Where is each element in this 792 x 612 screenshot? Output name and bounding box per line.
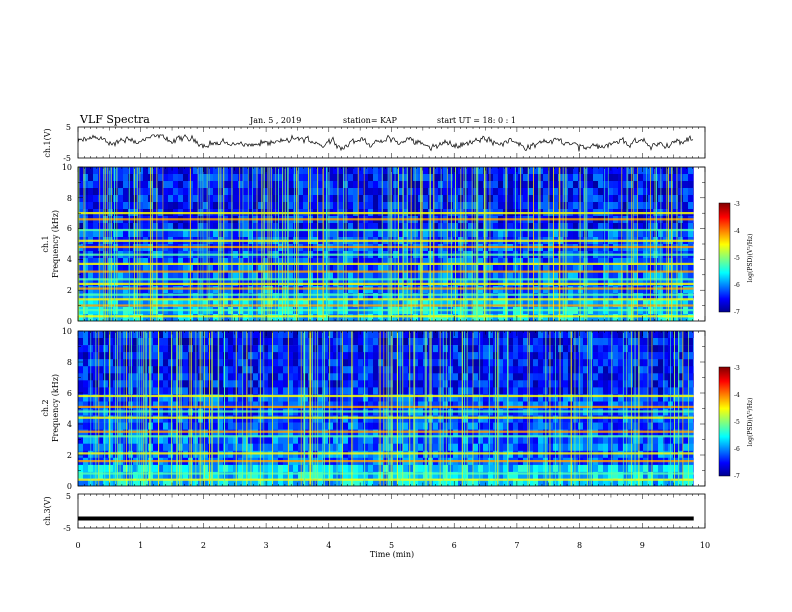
ch2-spectrogram-panel: 0 2 4 6 8 10 ch.2 Frequency (kHz) xyxy=(41,327,706,491)
ch2-freq-tick-0: 0 xyxy=(67,482,72,491)
time-axis-label: Time (min) xyxy=(370,550,414,559)
ch1-freq-tick-8: 8 xyxy=(67,194,72,203)
time-tick-label: 4 xyxy=(326,541,331,550)
time-tick-label: 10 xyxy=(700,541,710,550)
ch2-colorbar-label: log(PSD)(V²/Hz) xyxy=(747,398,754,447)
ch1-colorbar-tick-m7: -7 xyxy=(734,309,740,316)
ch2-colorbar-tick-m5: -5 xyxy=(734,419,740,426)
ch3-waveform-ylabel: ch.3(V) xyxy=(43,496,52,525)
ch1-freq-tick-10: 10 xyxy=(62,163,72,172)
time-tick-label: 9 xyxy=(640,541,645,550)
ch2-spectrogram-ylabel-channel: ch.2 xyxy=(41,399,50,416)
ch1-colorbar-tick-m5: -5 xyxy=(734,255,740,262)
ch1-freq-tick-0: 0 xyxy=(67,317,72,326)
time-tick-label: 3 xyxy=(264,541,269,550)
ch3-ytick-bottom: -5 xyxy=(63,524,71,533)
ch1-colorbar: -3 -4 -5 -6 -7 log(PSD)(V²/Hz) xyxy=(718,201,754,316)
ch1-spectrogram-ylabel-channel: ch.1 xyxy=(41,235,50,252)
ch1-freq-tick-4: 4 xyxy=(67,255,72,264)
time-axis-tick-labels: 0 1 2 3 4 5 6 7 8 9 10 xyxy=(75,541,710,550)
ch1-waveform-panel: 5 -5 ch.1(V) xyxy=(43,123,706,163)
ch3-waveform-frame xyxy=(77,493,706,529)
ch1-spectrogram-heatmap xyxy=(78,167,705,321)
time-tick-label: 1 xyxy=(138,541,143,550)
ch2-freq-tick-4: 4 xyxy=(67,420,72,429)
ch1-colorbar-tick-m3: -3 xyxy=(734,201,740,208)
ch3-waveform-panel: 5 -5 ch.3(V) 0 1 2 3 4 5 6 7 8 9 10 Time (min) xyxy=(43,492,710,559)
ch2-freq-tick-8: 8 xyxy=(67,358,72,367)
ch1-waveform-ylabel: ch.1(V) xyxy=(43,128,52,157)
time-tick-label: 0 xyxy=(75,541,80,550)
ch2-spectrogram-ylabel-frequency: Frequency (kHz) xyxy=(51,374,60,442)
ch1-spectrogram-ylabel-frequency: Frequency (kHz) xyxy=(51,210,60,278)
time-tick-label: 6 xyxy=(452,541,457,550)
ch3-waveform-ticks xyxy=(77,494,706,528)
ch1-waveform-ticks xyxy=(77,127,706,158)
time-tick-label: 8 xyxy=(577,541,582,550)
ch3-ytick-top: 5 xyxy=(66,492,71,501)
ch2-colorbar-tick-m3: -3 xyxy=(734,365,740,372)
ch1-waveform-trace xyxy=(77,134,694,152)
ch2-colorbar-tick-m6: -6 xyxy=(734,446,740,453)
ch2-freq-tick-10: 10 xyxy=(62,327,72,336)
time-tick-label: 2 xyxy=(201,541,206,550)
start-time-label: start UT = 18: 0 : 1 xyxy=(437,116,516,125)
ch1-colorbar-tick-m6: -6 xyxy=(734,282,740,289)
date-label: Jan. 5 , 2019 xyxy=(249,116,301,125)
ch1-ytick-top: 5 xyxy=(66,123,71,132)
ch2-colorbar-gradient xyxy=(718,366,731,477)
ch2-freq-tick-6: 6 xyxy=(67,389,72,398)
ch1-colorbar-label: log(PSD)(V²/Hz) xyxy=(747,234,754,283)
ch1-colorbar-tick-m4: -4 xyxy=(734,228,740,235)
ch1-freq-tick-6: 6 xyxy=(67,224,72,233)
ch1-colorbar-gradient xyxy=(718,202,731,313)
time-tick-label: 5 xyxy=(389,541,394,550)
ch1-spectrogram-ticks xyxy=(77,166,706,322)
figure-title: VLF Spectra xyxy=(79,113,150,126)
ch2-freq-tick-2: 2 xyxy=(67,451,72,460)
ch1-freq-tick-2: 2 xyxy=(67,286,72,295)
ch2-spectrogram-heatmap xyxy=(78,331,705,486)
ch1-ytick-bottom: -5 xyxy=(63,154,71,163)
ch2-colorbar-tick-m4: -4 xyxy=(734,392,740,399)
ch2-colorbar: -3 -4 -5 -6 -7 log(PSD)(V²/Hz) xyxy=(718,365,754,480)
ch2-colorbar-tick-m7: -7 xyxy=(734,473,740,480)
ch2-spectrogram-ticks xyxy=(77,330,706,487)
ch1-spectrogram-panel: 0 2 4 6 8 10 ch.1 Frequency (kHz) xyxy=(41,163,706,326)
time-tick-label: 7 xyxy=(514,541,519,550)
station-label: station= KAP xyxy=(343,116,398,125)
